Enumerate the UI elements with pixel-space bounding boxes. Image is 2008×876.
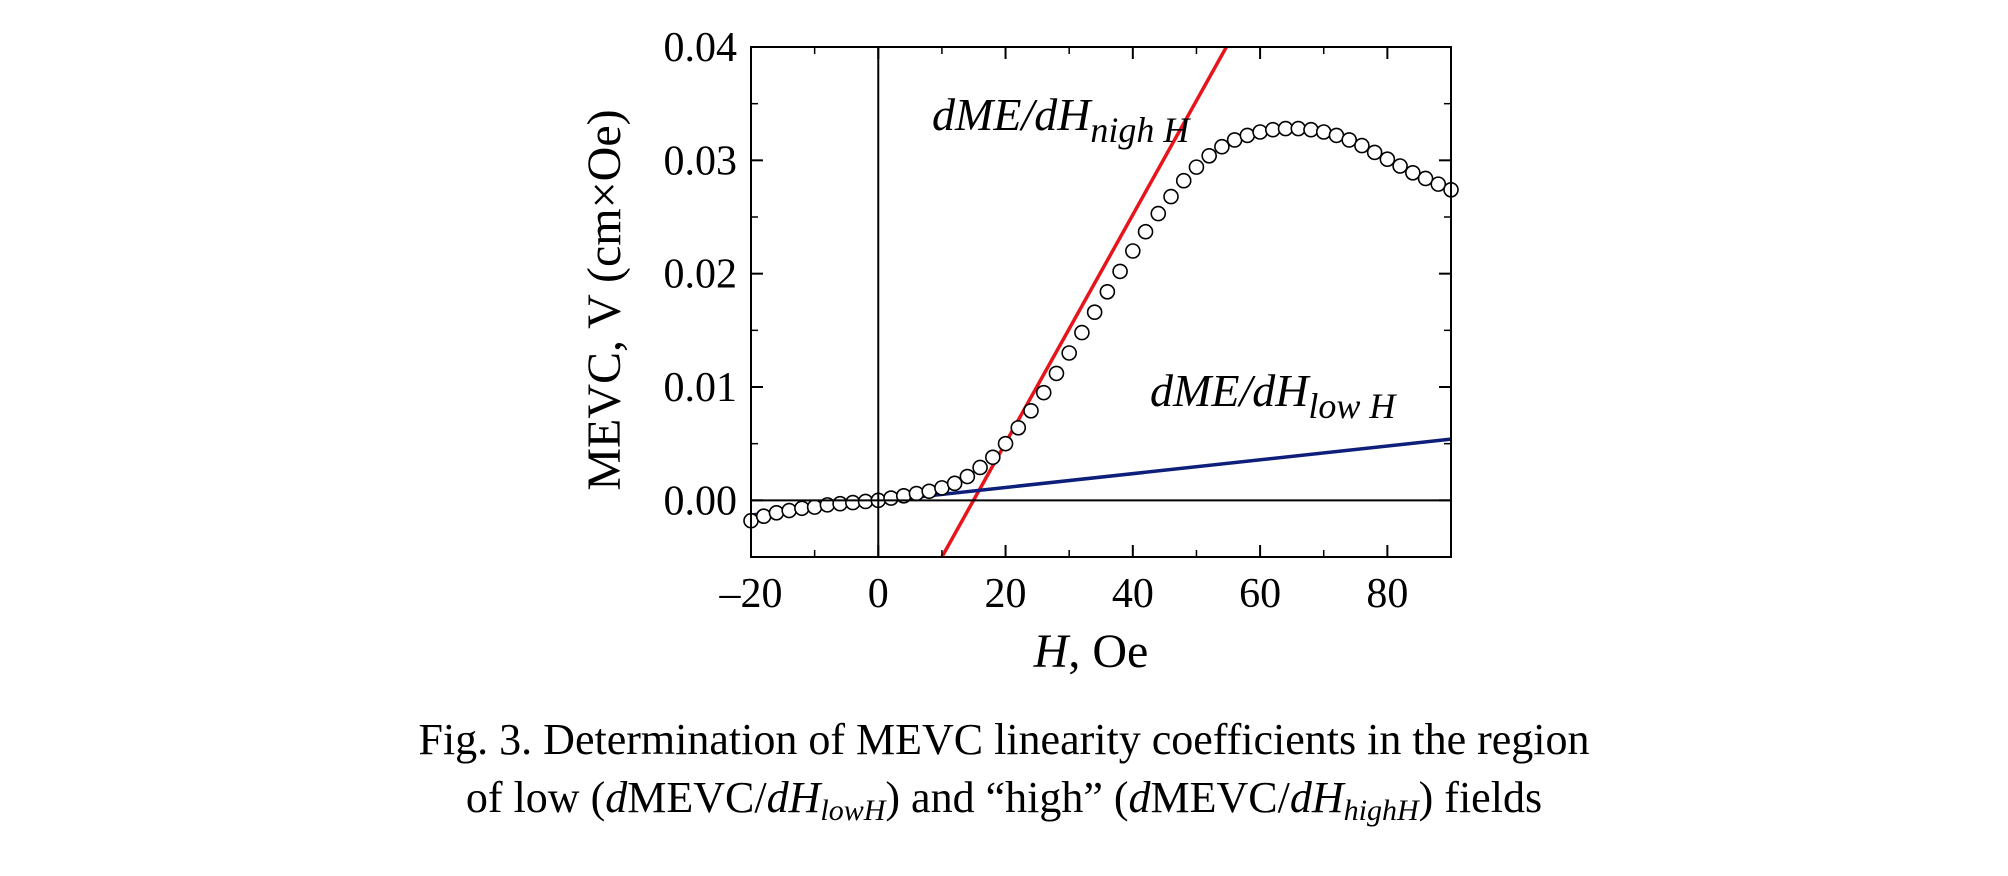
data-point	[1430, 176, 1447, 192]
annotation-high-field: dME/dHnigh H	[932, 89, 1191, 150]
data-point	[845, 494, 861, 511]
data-point	[985, 449, 1001, 466]
data-point	[1061, 345, 1077, 361]
caption-subscript: highH	[1343, 794, 1419, 827]
data-point	[1175, 172, 1192, 189]
x-tick-label: 20	[985, 571, 1027, 617]
data-point	[1328, 127, 1345, 144]
data-point	[1366, 144, 1383, 161]
x-axis-label-unit: , Oe	[1068, 625, 1148, 678]
points-layer	[743, 120, 1459, 529]
fit-line-high-field	[940, 47, 1228, 557]
data-point	[1137, 223, 1154, 240]
data-point	[1086, 304, 1103, 321]
data-point	[1379, 151, 1396, 167]
caption-part: of low (	[465, 773, 606, 822]
data-point	[1239, 127, 1256, 144]
data-point	[1417, 170, 1434, 187]
figure-caption-line-2: of low (dMEVC/dHlowH) and “high” (dMEVC/…	[0, 770, 2008, 839]
data-point	[1099, 283, 1116, 300]
data-point	[1252, 124, 1268, 140]
plot-area: –20 0 20 40 60 80 0.00 0.01 0.02 0.03 0.04	[664, 25, 1459, 617]
axes-layer	[750, 46, 1452, 558]
data-point	[1315, 124, 1332, 140]
data-point	[1201, 148, 1217, 164]
x-tick-label: 0	[868, 571, 889, 617]
caption-part: ) and “high” (	[885, 773, 1129, 822]
data-point	[883, 490, 899, 506]
caption-part: d	[1128, 773, 1151, 822]
data-point	[1290, 120, 1307, 137]
x-axis-label: H, Oe	[1033, 625, 1149, 678]
caption-part: d	[605, 773, 628, 822]
x-tick-label: 80	[1366, 571, 1408, 617]
caption-part: dH	[1289, 773, 1344, 822]
data-point	[1023, 402, 1039, 419]
y-tick-label: 0.01	[664, 365, 738, 411]
x-tick-label: 40	[1112, 571, 1154, 617]
y-tick-label: 0.03	[664, 138, 738, 184]
data-point	[1405, 165, 1421, 181]
data-point	[1226, 132, 1243, 148]
annotation-low-main: dME/dH	[1150, 365, 1311, 416]
data-point	[1303, 121, 1319, 138]
data-point	[946, 475, 963, 492]
data-point	[768, 504, 785, 521]
data-point	[1214, 138, 1230, 155]
data-point	[832, 495, 848, 512]
x-tick-label: 60	[1239, 571, 1281, 617]
data-point	[1150, 205, 1167, 222]
annotation-high-sub: nigh H	[1090, 110, 1191, 150]
data-point	[972, 459, 988, 476]
y-axis-label: MEVC, V (cm×Oe)	[578, 109, 631, 490]
data-point	[908, 485, 925, 502]
ticks-layer: –20 0 20 40 60 80 0.00 0.01 0.02 0.03 0.04	[664, 25, 1451, 617]
data-point	[1277, 120, 1294, 137]
plot-frame	[750, 46, 1452, 558]
data-point	[806, 499, 823, 515]
caption-part: MEVC/	[1150, 773, 1290, 822]
annotation-low-sub: low H	[1308, 386, 1397, 426]
data-point	[1125, 243, 1141, 259]
data-point	[1074, 324, 1090, 341]
figure-caption-line-1: Fig. 3. Determination of MEVC linearity …	[418, 715, 1590, 764]
data-point	[857, 493, 874, 510]
data-point	[1265, 121, 1281, 138]
data-point	[1188, 159, 1205, 175]
data-point	[1163, 188, 1179, 205]
caption-subscript: lowH	[820, 794, 886, 827]
data-point	[1354, 137, 1370, 154]
y-tick-label: 0.02	[664, 252, 738, 298]
data-point	[997, 435, 1014, 452]
x-tick-label: –20	[719, 571, 783, 617]
data-point	[755, 508, 772, 525]
data-point	[921, 483, 937, 500]
data-point	[1392, 158, 1408, 174]
data-point	[1341, 132, 1357, 148]
data-point	[959, 468, 976, 485]
caption-part: ) fields	[1418, 773, 1543, 822]
data-point	[794, 500, 810, 517]
y-tick-label: 0.04	[664, 25, 738, 71]
y-tick-label: 0.00	[664, 478, 738, 524]
data-point	[1035, 384, 1052, 401]
data-point	[934, 480, 950, 496]
data-point	[1048, 365, 1065, 382]
data-point	[781, 502, 797, 519]
data-point	[1010, 419, 1027, 436]
annotation-high-main: dME/dH	[932, 89, 1093, 140]
x-axis-label-symbol: H	[1033, 625, 1071, 678]
annotation-low-field: dME/dHlow H	[1150, 365, 1397, 426]
caption-part: MEVC/	[627, 773, 767, 822]
data-point	[1112, 263, 1128, 280]
caption-part: dH	[766, 773, 821, 822]
